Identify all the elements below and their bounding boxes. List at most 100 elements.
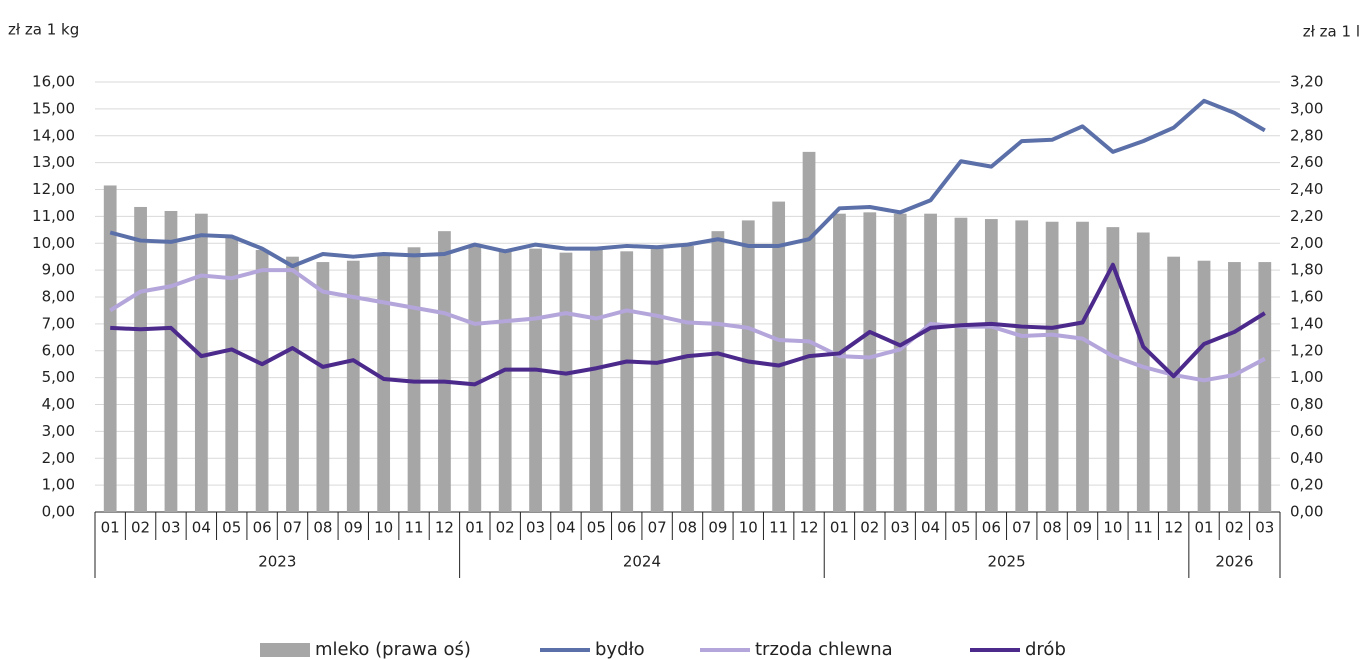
bar	[529, 248, 542, 512]
x-tick-label: 06	[982, 519, 1001, 537]
bar	[984, 219, 998, 512]
y-tick-label: 11,00	[32, 207, 75, 225]
bar	[1045, 221, 1059, 512]
x-tick-label: 06	[617, 519, 636, 537]
x-tick-label: 01	[101, 519, 120, 537]
x-tick-label: 10	[1103, 519, 1122, 537]
y2-tick-label: 0,00	[1290, 503, 1323, 521]
y-tick-label: 8,00	[42, 288, 75, 306]
x-tick-label: 07	[1012, 519, 1031, 537]
y-tick-label: 4,00	[42, 395, 75, 413]
x-tick-label: 09	[708, 519, 727, 537]
bar	[498, 249, 512, 512]
y-tick-label: 7,00	[42, 314, 75, 332]
y2-tick-label: 1,40	[1290, 314, 1323, 332]
bar	[741, 220, 755, 512]
y2-tick-label: 2,00	[1290, 234, 1323, 252]
y2-tick-label: 1,20	[1290, 341, 1323, 359]
x-tick-label: 04	[192, 519, 211, 537]
y-tick-label: 0,00	[42, 503, 75, 521]
bar	[559, 252, 573, 512]
bar	[924, 213, 937, 512]
bar	[650, 248, 664, 512]
x-tick-label: 06	[253, 519, 272, 537]
y-tick-label: 15,00	[32, 99, 75, 117]
y2-tick-label: 0,60	[1290, 422, 1323, 440]
y-tick-label: 1,00	[42, 476, 75, 494]
bar	[772, 201, 786, 512]
x-tick-label: 05	[587, 519, 606, 537]
x-tick-label: 10	[374, 519, 393, 537]
bar	[1167, 256, 1181, 512]
x-tick-label: 08	[313, 519, 332, 537]
x-tick-label: 03	[526, 519, 545, 537]
x-tick-label: 08	[678, 519, 697, 537]
x-tick-label: 03	[891, 519, 910, 537]
bar	[681, 245, 694, 512]
bar	[103, 185, 117, 512]
y-tick-label: 10,00	[32, 234, 75, 252]
x-tick-label: 03	[1255, 519, 1274, 537]
y-tick-label: 9,00	[42, 261, 75, 279]
y-tick-label: 2,00	[42, 449, 75, 467]
bar	[255, 249, 269, 512]
bar	[1258, 262, 1272, 512]
y2-tick-label: 2,60	[1290, 153, 1323, 171]
line	[110, 262, 1266, 387]
y-tick-label: 5,00	[42, 368, 75, 386]
x-group-label: 2024	[623, 553, 661, 571]
y-tick-label: 16,00	[32, 73, 75, 91]
x-tick-label: 09	[1073, 519, 1092, 537]
x-tick-label: 05	[222, 519, 241, 537]
y-tick-label: 3,00	[42, 422, 75, 440]
y2-tick-label: 3,20	[1290, 73, 1323, 91]
legend-swatch	[260, 643, 310, 657]
x-tick-label: 02	[131, 519, 150, 537]
bar	[134, 206, 147, 512]
bar	[225, 236, 239, 512]
y2-tick-label: 0,20	[1290, 476, 1323, 494]
bar	[863, 212, 877, 512]
line	[109, 98, 1266, 269]
x-tick-label: 01	[1194, 519, 1213, 537]
x-tick-label: 02	[860, 519, 879, 537]
y2-axis-title: zł za 1 l	[1303, 23, 1360, 41]
bar	[286, 256, 299, 512]
bar	[377, 255, 391, 512]
bar	[954, 217, 968, 512]
x-tick-label: 08	[1043, 519, 1062, 537]
y-tick-label: 14,00	[32, 126, 75, 144]
y2-tick-label: 2,80	[1290, 126, 1323, 144]
y2-tick-label: 0,40	[1290, 449, 1323, 467]
x-tick-label: 07	[648, 519, 667, 537]
bar	[802, 151, 816, 512]
x-tick-label: 03	[161, 519, 180, 537]
y-tick-label: 6,00	[42, 341, 75, 359]
x-tick-label: 09	[344, 519, 363, 537]
x-tick-label: 04	[921, 519, 940, 537]
x-tick-label: 01	[830, 519, 849, 537]
x-tick-label: 11	[1134, 519, 1153, 537]
bar	[1228, 262, 1241, 512]
x-tick-label: 02	[496, 519, 515, 537]
bar	[833, 213, 846, 512]
bar	[316, 262, 330, 512]
x-tick-label: 02	[1225, 519, 1244, 537]
bar	[1015, 220, 1029, 512]
bar	[893, 213, 907, 512]
bar	[346, 260, 360, 512]
y2-tick-label: 1,00	[1290, 368, 1323, 386]
legend-label: bydło	[595, 639, 645, 660]
y2-tick-label: 1,60	[1290, 288, 1323, 306]
x-tick-label: 12	[799, 519, 818, 537]
bar	[407, 247, 421, 512]
bar	[468, 245, 482, 512]
y2-tick-label: 2,40	[1290, 180, 1323, 198]
x-tick-label: 01	[465, 519, 484, 537]
x-group-label: 2023	[258, 553, 296, 571]
x-tick-label: 05	[951, 519, 970, 537]
y-tick-label: 12,00	[32, 180, 75, 198]
x-tick-label: 12	[1164, 519, 1183, 537]
bar	[711, 231, 725, 512]
